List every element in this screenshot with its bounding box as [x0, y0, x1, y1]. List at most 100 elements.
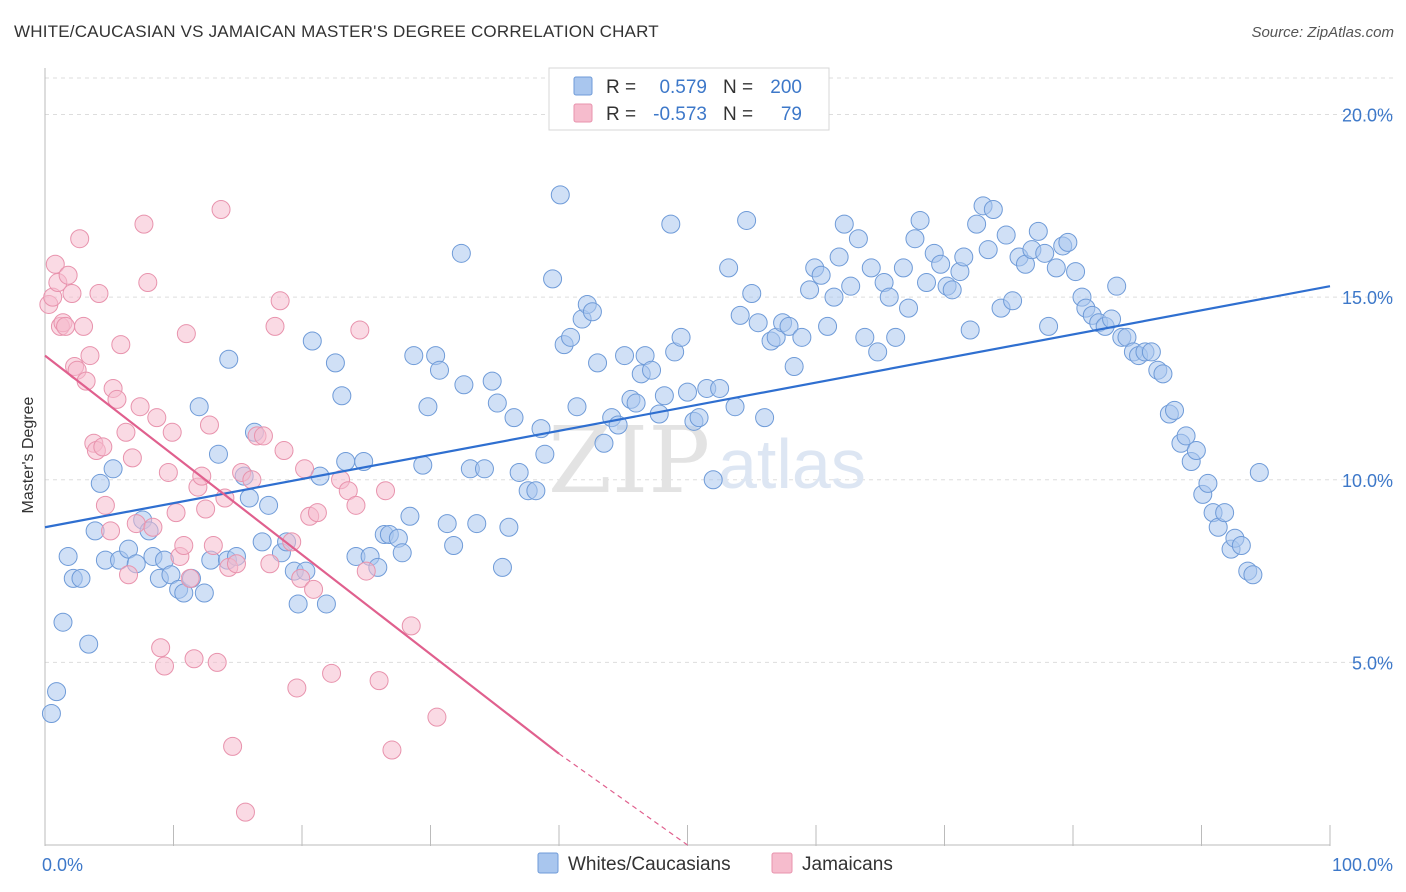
whites-point-105: [710, 378, 730, 398]
jamaicans-point-32: [147, 408, 167, 428]
whites-point-66: [474, 459, 494, 479]
jamaicans-point-62: [274, 441, 294, 461]
whites-point-133: [886, 327, 906, 347]
whites-point-34: [259, 495, 279, 515]
series-legend: Whites/Caucasians Jamaicans: [537, 852, 893, 875]
jamaicans-point-80: [427, 707, 447, 727]
whites-point-110: [742, 283, 762, 303]
whites-point-55: [404, 346, 424, 366]
whites-point-124: [829, 247, 849, 267]
whites-point-85: [588, 353, 608, 373]
stats-legend-frame: [548, 67, 830, 131]
whites-point-5: [71, 568, 91, 588]
jamaicans-point-7: [58, 265, 78, 285]
series-jamaicans-points: [39, 199, 447, 822]
jamaicans-point-36: [162, 422, 182, 442]
whites-point-86: [594, 433, 614, 453]
whites-point-142: [942, 280, 962, 300]
jamaicans-point-25: [119, 565, 139, 585]
watermark: ZIP atlas: [548, 407, 866, 514]
whites-point-45: [336, 452, 356, 471]
whites-point-108: [730, 305, 750, 325]
whites-point-123: [824, 287, 844, 307]
whites-point-177: [1153, 364, 1173, 384]
whites-point-156: [1028, 221, 1048, 241]
whites-point-102: [689, 408, 709, 428]
jamaicans-point-22: [107, 389, 127, 409]
jamaicans-point-14: [80, 346, 100, 366]
jamaicans-point-23: [111, 335, 131, 355]
whites-point-137: [910, 210, 930, 230]
jamaicans-point-41: [180, 568, 200, 588]
whites-point-91: [626, 393, 646, 413]
whites-point-71: [504, 408, 524, 428]
jamaicans-point-75: [356, 561, 376, 581]
jamaicans-point-76: [369, 671, 389, 691]
whites-point-175: [1141, 342, 1161, 362]
whites-point-109: [737, 210, 757, 230]
whites-point-158: [1039, 316, 1059, 336]
whites-point-69: [492, 557, 512, 577]
whites-point-106: [719, 258, 739, 278]
jamaicans-point-26: [122, 448, 142, 468]
jamaicans-point-46: [199, 415, 219, 435]
whites-point-65: [467, 514, 487, 534]
whites-point-43: [325, 353, 345, 373]
whites-point-107: [725, 397, 745, 417]
y-axis-label: Master's Degree: [20, 396, 37, 513]
jamaicans-point-65: [291, 568, 311, 588]
whites-point-77: [543, 269, 563, 289]
whites-point-119: [800, 280, 820, 300]
whites-point-40: [302, 331, 322, 351]
whites-point-42: [316, 594, 336, 614]
jamaicans-point-66: [295, 459, 315, 479]
whites-point-2: [53, 612, 73, 632]
whites-point-148: [978, 240, 998, 260]
legend-n-label-2: N =: [723, 104, 753, 125]
legend-n-label-1: N =: [723, 77, 753, 98]
jamaicans-point-73: [346, 495, 366, 515]
gridlines: [45, 77, 1395, 663]
whites-point-179: [1165, 400, 1185, 420]
whites-point-94: [642, 360, 662, 380]
whites-point-122: [818, 316, 838, 336]
whites-point-149: [983, 199, 1003, 219]
y-tick-label-1: 10.0%: [1342, 471, 1393, 491]
jamaicans-point-70: [322, 663, 342, 683]
jamaicans-point-69: [307, 503, 327, 523]
legend-n-value-2: 79: [781, 104, 802, 125]
whites-point-121: [811, 265, 831, 285]
jamaicans-point-24: [116, 422, 136, 442]
whites-point-81: [567, 397, 587, 417]
y-tick-label-0: 5.0%: [1352, 653, 1393, 673]
whites-point-185: [1198, 473, 1218, 493]
jamaicans-point-52: [223, 736, 243, 756]
whites-point-23: [189, 397, 209, 417]
jamaicans-point-74: [350, 320, 370, 340]
whites-point-97: [661, 214, 681, 234]
series-legend-swatch-whites: [537, 852, 559, 874]
whites-point-152: [1003, 291, 1023, 311]
whites-point-26: [208, 444, 228, 464]
jamaicans-point-78: [382, 740, 402, 760]
jamaicans-point-20: [101, 521, 121, 541]
whites-point-76: [535, 444, 555, 464]
whites-point-96: [654, 386, 674, 406]
whites-point-126: [841, 276, 861, 296]
x-tick-label-1: 100.0%: [1332, 855, 1393, 875]
y-tick-label-3: 20.0%: [1342, 106, 1393, 126]
whites-point-117: [784, 357, 804, 377]
jamaicans-point-77: [376, 481, 396, 501]
whites-point-12: [119, 539, 139, 559]
jamaicans-trend-line: [44, 354, 560, 755]
whites-point-68: [487, 393, 507, 413]
whites-point-6: [79, 634, 99, 654]
stats-legend-swatch-blue: [573, 76, 593, 96]
whites-point-57: [418, 397, 438, 417]
jamaicans-point-33: [151, 638, 171, 658]
whites-point-99: [671, 327, 691, 347]
whites-point-72: [509, 462, 529, 482]
whites-point-44: [332, 386, 352, 406]
jamaicans-point-42: [184, 649, 204, 669]
